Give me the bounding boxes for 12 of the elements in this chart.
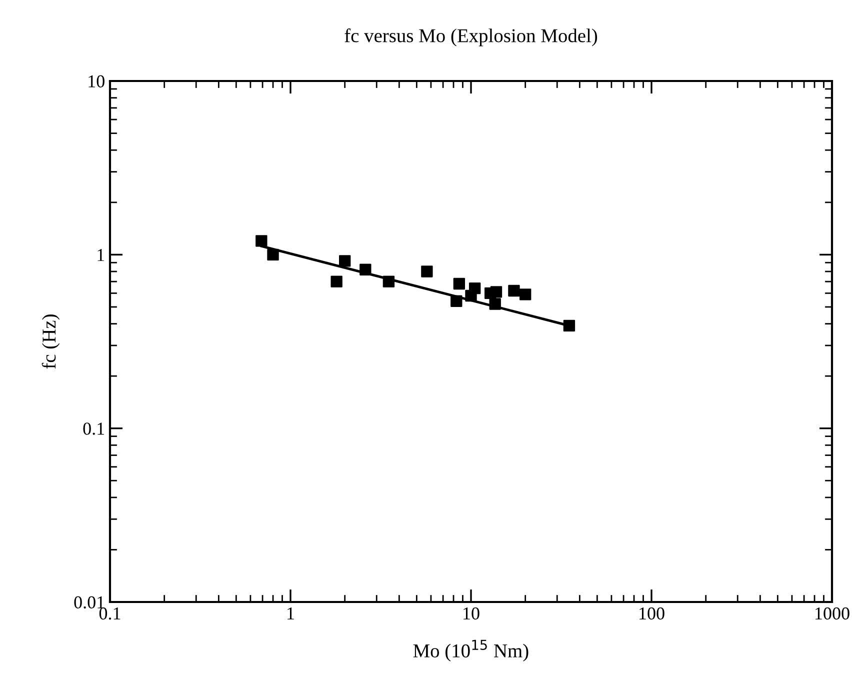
x-tick-label: 100 [640,607,664,620]
x-tick-label: 1000 [816,607,850,620]
x-tick-label: 0.1 [99,607,120,620]
x-tick-label: 1 [288,607,294,620]
y-tick-label: 1 [98,249,104,261]
y-tick-label: 10 [88,75,104,88]
y-tick-label: 0.1 [83,422,104,435]
chart-title: fc versus Mo (Explosion Model) [344,28,598,46]
x-tick-label: 10 [464,607,480,620]
y-tick-label: 0.01 [74,596,104,609]
x-axis-title: Mo (10$^{15}$ Nm) [413,640,528,662]
y-axis-title: fc (Hz) [42,314,60,369]
